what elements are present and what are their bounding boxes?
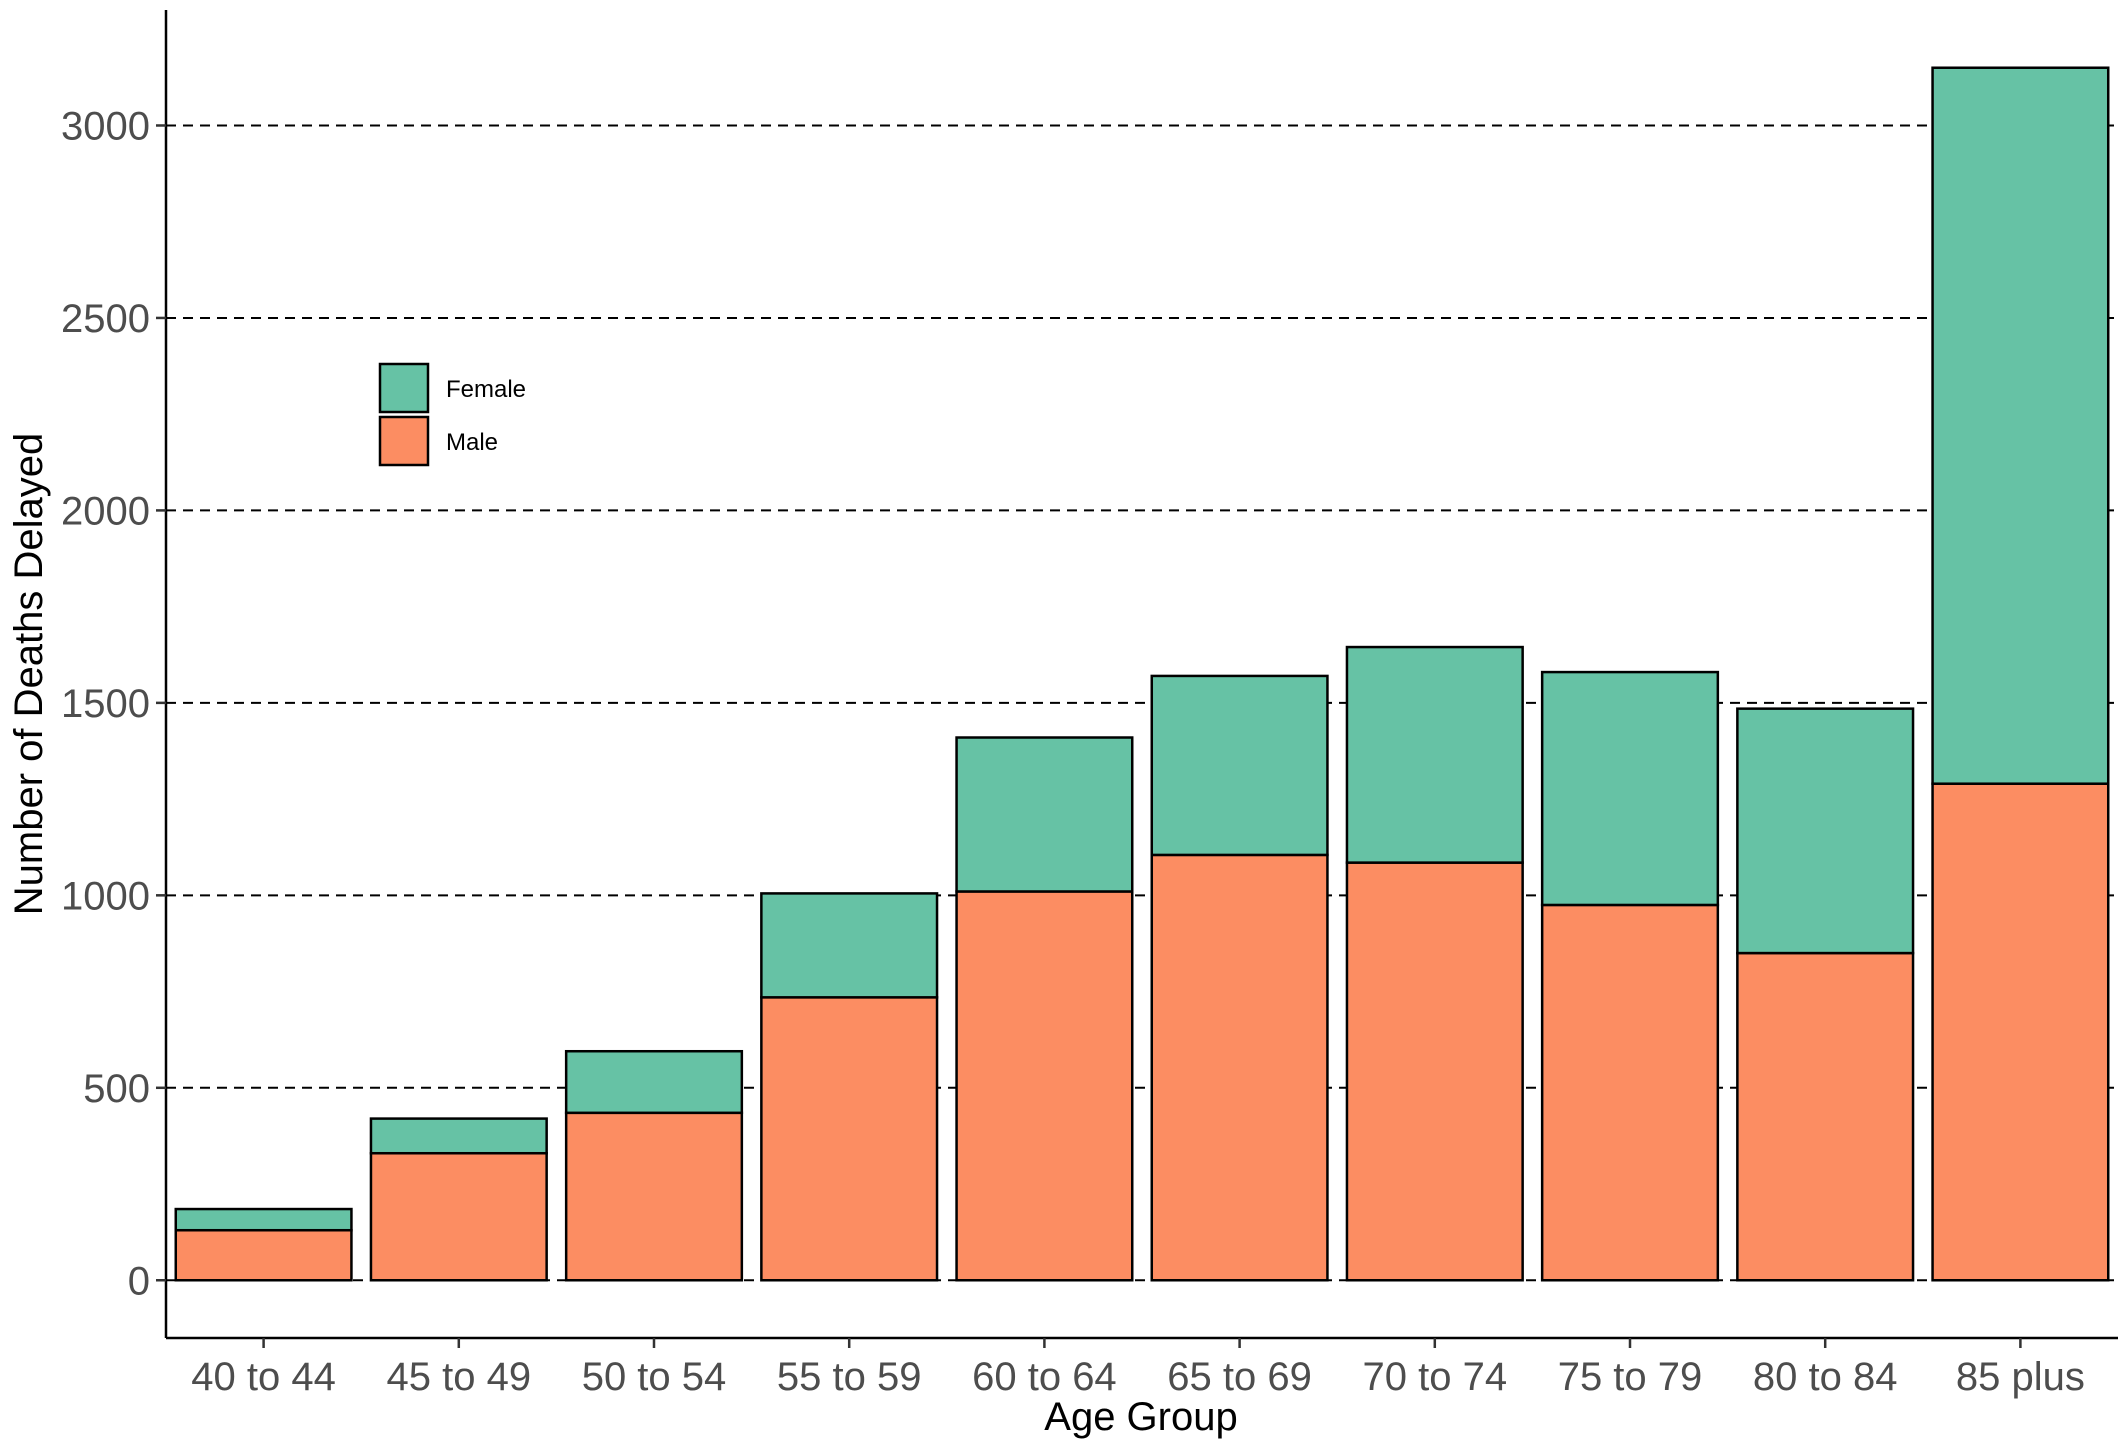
y-axis-title: Number of Deaths Delayed bbox=[7, 433, 51, 915]
x-tick-label: 70 to 74 bbox=[1363, 1355, 1508, 1399]
bar-female-4 bbox=[760, 892, 939, 999]
bar-male-7 bbox=[1345, 861, 1524, 1282]
y-tick-label: 2000 bbox=[61, 489, 150, 533]
y-tick-label: 1000 bbox=[61, 874, 150, 918]
x-tick-label: 50 to 54 bbox=[582, 1355, 727, 1399]
legend-label-male: Male bbox=[446, 429, 498, 456]
bar-female-10 bbox=[1931, 66, 2110, 785]
bar-male-9 bbox=[1736, 951, 1915, 1282]
bar-male-2 bbox=[369, 1151, 548, 1282]
legend: Female Male bbox=[378, 362, 526, 467]
legend-swatch-male bbox=[378, 415, 430, 467]
bar-female-5 bbox=[955, 736, 1134, 893]
bar-male-1 bbox=[174, 1228, 353, 1282]
x-tick-label: 55 to 59 bbox=[777, 1355, 922, 1399]
x-tick-label: 85 plus bbox=[1956, 1355, 2085, 1399]
bar-male-5 bbox=[955, 890, 1134, 1282]
legend-label-female: Female bbox=[446, 376, 526, 403]
x-tick-label: 40 to 44 bbox=[191, 1355, 336, 1399]
y-tick-label: 1500 bbox=[61, 682, 150, 726]
x-tick-label: 60 to 64 bbox=[972, 1355, 1117, 1399]
gridlines bbox=[166, 124, 2118, 1282]
bar-male-6 bbox=[1150, 853, 1329, 1282]
bar-female-7 bbox=[1345, 645, 1524, 864]
x-ticks: 40 to 44 45 to 49 50 to 54 55 to 59 60 to 64… bbox=[191, 1338, 2085, 1399]
bar-female-6 bbox=[1150, 674, 1329, 857]
bar-female-1 bbox=[174, 1207, 353, 1232]
x-tick-label: 80 to 84 bbox=[1753, 1355, 1898, 1399]
bar-male-3 bbox=[564, 1111, 744, 1282]
y-tick-label: 0 bbox=[128, 1259, 150, 1303]
y-ticks: 0 500 1000 1500 2000 2500 3000 bbox=[61, 104, 166, 1303]
axes bbox=[164, 10, 2118, 1340]
bar-male-4 bbox=[760, 996, 939, 1282]
bar-female-8 bbox=[1540, 670, 1720, 907]
bar-male-8 bbox=[1540, 903, 1720, 1282]
x-axis-title: Age Group bbox=[1044, 1395, 1237, 1439]
y-tick-label: 3000 bbox=[61, 104, 150, 148]
x-tick-label: 65 to 69 bbox=[1167, 1355, 1312, 1399]
legend-swatch-female bbox=[378, 362, 430, 414]
bar-male-10 bbox=[1931, 782, 2110, 1282]
bar-female-3 bbox=[564, 1049, 744, 1115]
y-tick-label: 500 bbox=[83, 1067, 150, 1111]
bars bbox=[174, 66, 2110, 1282]
bar-female-9 bbox=[1736, 707, 1915, 955]
x-tick-label: 45 to 49 bbox=[387, 1355, 532, 1399]
bar-female-2 bbox=[369, 1117, 548, 1155]
y-tick-label: 2500 bbox=[61, 297, 150, 341]
x-tick-label: 75 to 79 bbox=[1558, 1355, 1703, 1399]
